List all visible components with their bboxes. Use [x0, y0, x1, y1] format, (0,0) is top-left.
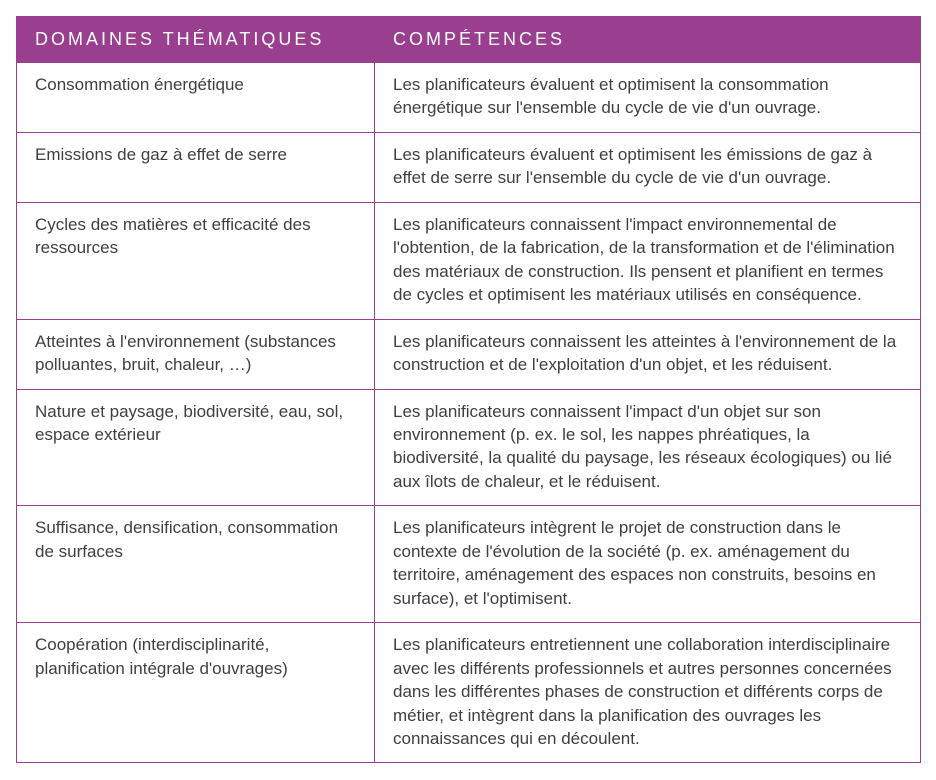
table-row: Emissions de gaz à effet de serre Les pl…	[17, 132, 921, 202]
cell-competence: Les planificateurs intègrent le projet d…	[375, 506, 921, 623]
cell-domain: Nature et paysage, biodiversité, eau, so…	[17, 389, 375, 506]
cell-competence: Les planificateurs entretiennent une col…	[375, 623, 921, 763]
col-header-domain: DOMAINES THÉMATIQUES	[17, 17, 375, 63]
cell-domain: Emissions de gaz à effet de serre	[17, 132, 375, 202]
cell-domain: Coopération (interdisciplinarité, planif…	[17, 623, 375, 763]
cell-competence: Les planificateurs connaissent l'impact …	[375, 389, 921, 506]
col-header-competence: COMPÉTENCES	[375, 17, 921, 63]
cell-domain: Suffisance, densification, consommation …	[17, 506, 375, 623]
table-row: Nature et paysage, biodiversité, eau, so…	[17, 389, 921, 506]
cell-competence: Les planificateurs connaissent les attei…	[375, 319, 921, 389]
cell-competence: Les planificateurs évaluent et optimisen…	[375, 132, 921, 202]
table-row: Cycles des matières et efficacité des re…	[17, 202, 921, 319]
cell-competence: Les planificateurs évaluent et optimisen…	[375, 63, 921, 133]
competence-table: DOMAINES THÉMATIQUES COMPÉTENCES Consomm…	[16, 16, 921, 763]
cell-domain: Consommation énergétique	[17, 63, 375, 133]
cell-domain: Atteintes à l'environnement (substances …	[17, 319, 375, 389]
table-row: Coopération (interdisciplinarité, planif…	[17, 623, 921, 763]
cell-competence: Les planificateurs connaissent l'impact …	[375, 202, 921, 319]
table-row: Consommation énergétique Les planificate…	[17, 63, 921, 133]
table-row: Atteintes à l'environnement (substances …	[17, 319, 921, 389]
table-row: Suffisance, densification, consommation …	[17, 506, 921, 623]
table-header-row: DOMAINES THÉMATIQUES COMPÉTENCES	[17, 17, 921, 63]
cell-domain: Cycles des matières et efficacité des re…	[17, 202, 375, 319]
